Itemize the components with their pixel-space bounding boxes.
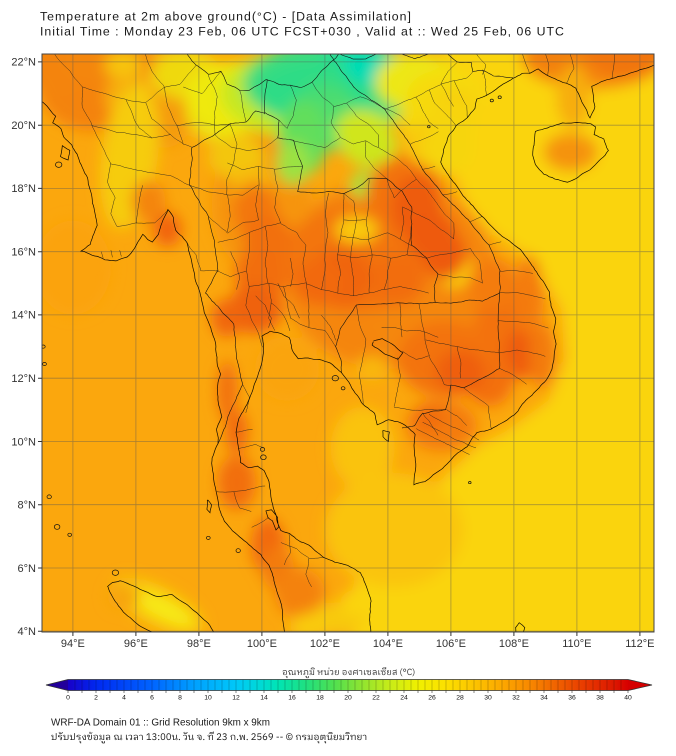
svg-text:Temperature at 2m above ground: Temperature at 2m above ground(°C) - [Da… <box>40 10 412 24</box>
svg-text:34: 34 <box>540 695 548 702</box>
svg-text:32: 32 <box>512 695 520 702</box>
svg-text:36: 36 <box>568 695 576 702</box>
svg-text:22: 22 <box>372 695 380 702</box>
svg-text:100°E: 100°E <box>247 638 277 650</box>
svg-text:104°E: 104°E <box>373 638 403 650</box>
svg-text:16°N: 16°N <box>11 247 36 259</box>
svg-text:94°E: 94°E <box>61 638 85 650</box>
svg-text:2: 2 <box>94 695 98 702</box>
svg-text:12: 12 <box>232 695 240 702</box>
svg-text:26: 26 <box>428 695 436 702</box>
svg-text:110°E: 110°E <box>562 638 591 650</box>
svg-text:28: 28 <box>456 695 464 702</box>
svg-text:8°N: 8°N <box>18 500 37 512</box>
svg-text:4: 4 <box>122 695 126 702</box>
svg-text:98°E: 98°E <box>187 638 211 650</box>
svg-text:102°E: 102°E <box>310 638 340 650</box>
svg-text:14: 14 <box>260 695 268 702</box>
svg-text:108°E: 108°E <box>499 638 529 650</box>
svg-text:14°N: 14°N <box>11 310 36 322</box>
svg-text:10°N: 10°N <box>11 436 36 448</box>
svg-text:96°E: 96°E <box>124 638 148 650</box>
svg-text:112°E: 112°E <box>625 638 654 650</box>
svg-text:12°N: 12°N <box>11 373 36 385</box>
svg-text:4°N: 4°N <box>18 626 37 638</box>
svg-text:24: 24 <box>400 695 408 702</box>
svg-text:38: 38 <box>596 695 604 702</box>
svg-text:16: 16 <box>288 695 296 702</box>
svg-text:0: 0 <box>66 695 70 702</box>
svg-text:8: 8 <box>178 695 182 702</box>
svg-text:18°N: 18°N <box>11 183 36 195</box>
svg-text:106°E: 106°E <box>436 638 466 650</box>
svg-text:6°N: 6°N <box>18 563 37 575</box>
svg-text:18: 18 <box>316 695 324 702</box>
svg-text:30: 30 <box>484 695 492 702</box>
svg-text:6: 6 <box>150 695 154 702</box>
svg-text:20: 20 <box>344 695 352 702</box>
svg-text:40: 40 <box>624 695 632 702</box>
svg-text:10: 10 <box>204 695 212 702</box>
svg-text:22°N: 22°N <box>11 57 36 69</box>
svg-text:WRF-DA Domain 01 :: Grid Resol: WRF-DA Domain 01 :: Grid Resolution 9km … <box>51 718 270 729</box>
svg-text:Initial Time : Monday 23 Feb,: Initial Time : Monday 23 Feb, 06 UTC FCS… <box>40 25 565 39</box>
svg-text:20°N: 20°N <box>11 120 36 132</box>
